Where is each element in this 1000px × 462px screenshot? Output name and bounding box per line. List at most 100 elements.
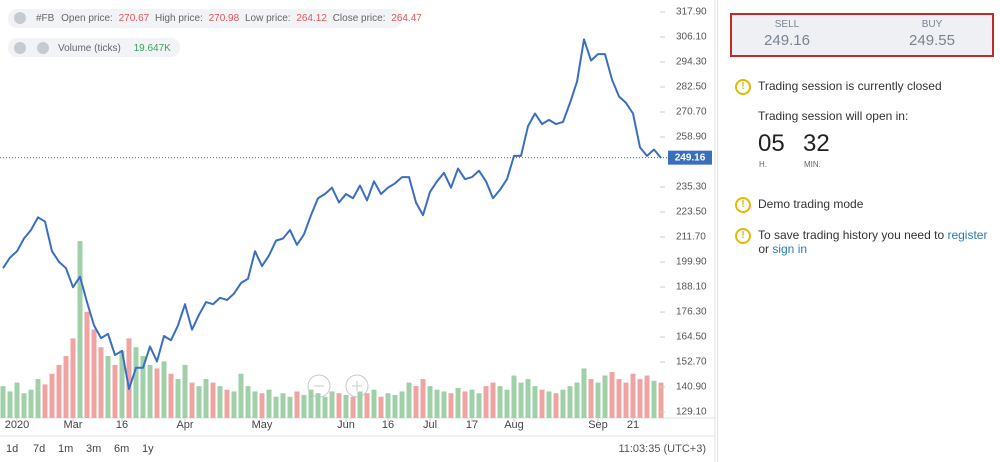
volume-bar — [385, 393, 391, 418]
sell[interactable]: SELL 249.16 — [732, 19, 842, 49]
volume-bar — [42, 384, 48, 418]
value: 264.47 — [391, 13, 422, 24]
value: 19.647K — [134, 43, 172, 54]
minutes-unit: MIN. — [804, 160, 821, 169]
volume-bar — [434, 389, 440, 418]
current-price-tag — [668, 150, 712, 165]
volume-bar — [28, 389, 34, 418]
period-button[interactable]: 6m — [114, 443, 129, 455]
y-tick-label: 270.70 — [676, 107, 707, 118]
minutes: 32 — [803, 130, 830, 157]
volume-bar — [630, 373, 636, 418]
volume-bar — [126, 338, 132, 418]
demo-mode: Demo trading mode — [758, 197, 864, 211]
price-line — [2, 38, 662, 390]
sign-in-link[interactable]: sign in — [772, 242, 808, 256]
period-button[interactable]: 3m — [86, 443, 101, 455]
volume-legend — [8, 38, 180, 57]
volume-bar — [105, 356, 111, 418]
x-tick-label: May — [252, 419, 273, 431]
y-tick-label: 199.90 — [676, 257, 707, 268]
volume-bar — [189, 382, 195, 418]
volume-bar — [147, 364, 153, 418]
volume-bar — [448, 393, 454, 418]
volume-bar — [364, 393, 370, 418]
volume-bar — [399, 391, 405, 418]
volume-bar — [259, 393, 265, 418]
y-tick-label: 282.50 — [676, 82, 707, 93]
volume-bar — [70, 338, 76, 418]
text: or — [755, 242, 773, 256]
x-tick-label: Sep — [588, 419, 608, 431]
volume-bar — [231, 391, 237, 418]
volume-bar — [217, 386, 223, 418]
x-tick-label: 21 — [627, 419, 639, 431]
label: Low price: — [245, 13, 291, 24]
x-tick-label: Aug — [504, 419, 524, 431]
period-button[interactable]: 7d — [33, 443, 45, 455]
volume-bar — [0, 386, 6, 418]
volume-bar — [294, 391, 300, 418]
session-status: Trading session is currently closed — [758, 79, 942, 93]
x-tick-label: Mar — [64, 419, 83, 431]
volume-bar — [609, 371, 615, 418]
volume-bar — [21, 393, 27, 418]
hours: 05 — [758, 130, 785, 157]
buy-label: BUY — [921, 19, 943, 30]
close-icon[interactable] — [14, 42, 26, 54]
volume-bar — [504, 389, 510, 418]
y-tick-label: 164.50 — [676, 332, 707, 343]
volume-bar — [469, 389, 475, 418]
label: High price: — [155, 13, 203, 24]
volume-text: Volume (ticks) 19.647K — [58, 43, 171, 54]
volume-bar — [546, 391, 552, 418]
volume-bar — [168, 373, 174, 418]
volume-bar — [371, 389, 377, 418]
y-tick-label: 211.70 — [676, 232, 706, 243]
volume-bar — [308, 389, 314, 418]
volume-bar — [637, 379, 643, 418]
sell-price: 249.16 — [764, 32, 810, 49]
x-tick-label: 16 — [116, 419, 128, 431]
register-link[interactable]: register — [947, 228, 988, 242]
volume-bar — [91, 329, 97, 418]
y-tick-label: 223.50 — [676, 207, 707, 218]
y-tick-label: 152.70 — [676, 357, 707, 368]
volume-bar — [35, 379, 41, 418]
x-tick-label: 2020 — [5, 419, 29, 431]
volume-bar — [616, 379, 622, 418]
y-tick-label: 294.30 — [676, 57, 707, 68]
volume-bar — [175, 379, 181, 418]
volume-bar — [238, 373, 244, 418]
volume-bar — [287, 396, 293, 418]
y-tick-label: 258.90 — [676, 132, 707, 143]
buy[interactable]: BUY 249.55 — [877, 19, 987, 49]
y-tick-label: 235.30 — [676, 182, 707, 193]
price-legend — [8, 9, 402, 28]
text: To save trading history you need to — [758, 228, 948, 242]
x-tick-label: 16 — [382, 419, 394, 431]
volume-bar — [266, 389, 272, 418]
volume-bar — [623, 382, 629, 418]
volume-bar — [161, 361, 167, 418]
volume-bar — [483, 386, 489, 418]
settings-icon[interactable] — [14, 12, 26, 24]
period-button[interactable]: 1y — [142, 443, 154, 455]
volume-bar — [140, 356, 146, 418]
y-tick-label: 188.10 — [676, 282, 707, 293]
volume-bar — [588, 379, 594, 418]
volume-bar — [525, 379, 531, 418]
volume-bar — [315, 393, 321, 418]
volume-bar — [182, 364, 188, 418]
label: Volume (ticks) — [58, 43, 121, 54]
volume-bar — [455, 387, 461, 418]
volume-bar — [539, 389, 545, 418]
settings-icon[interactable] — [37, 42, 49, 54]
volume-bar — [203, 379, 209, 418]
period-button[interactable]: 1m — [58, 443, 73, 455]
volume-bar — [56, 364, 62, 418]
volume-bar — [406, 382, 412, 418]
trade-panel: SELL 249.16 BUY 249.55 ! Trading session i… — [717, 0, 1000, 462]
period-button[interactable]: 1d — [6, 443, 18, 455]
